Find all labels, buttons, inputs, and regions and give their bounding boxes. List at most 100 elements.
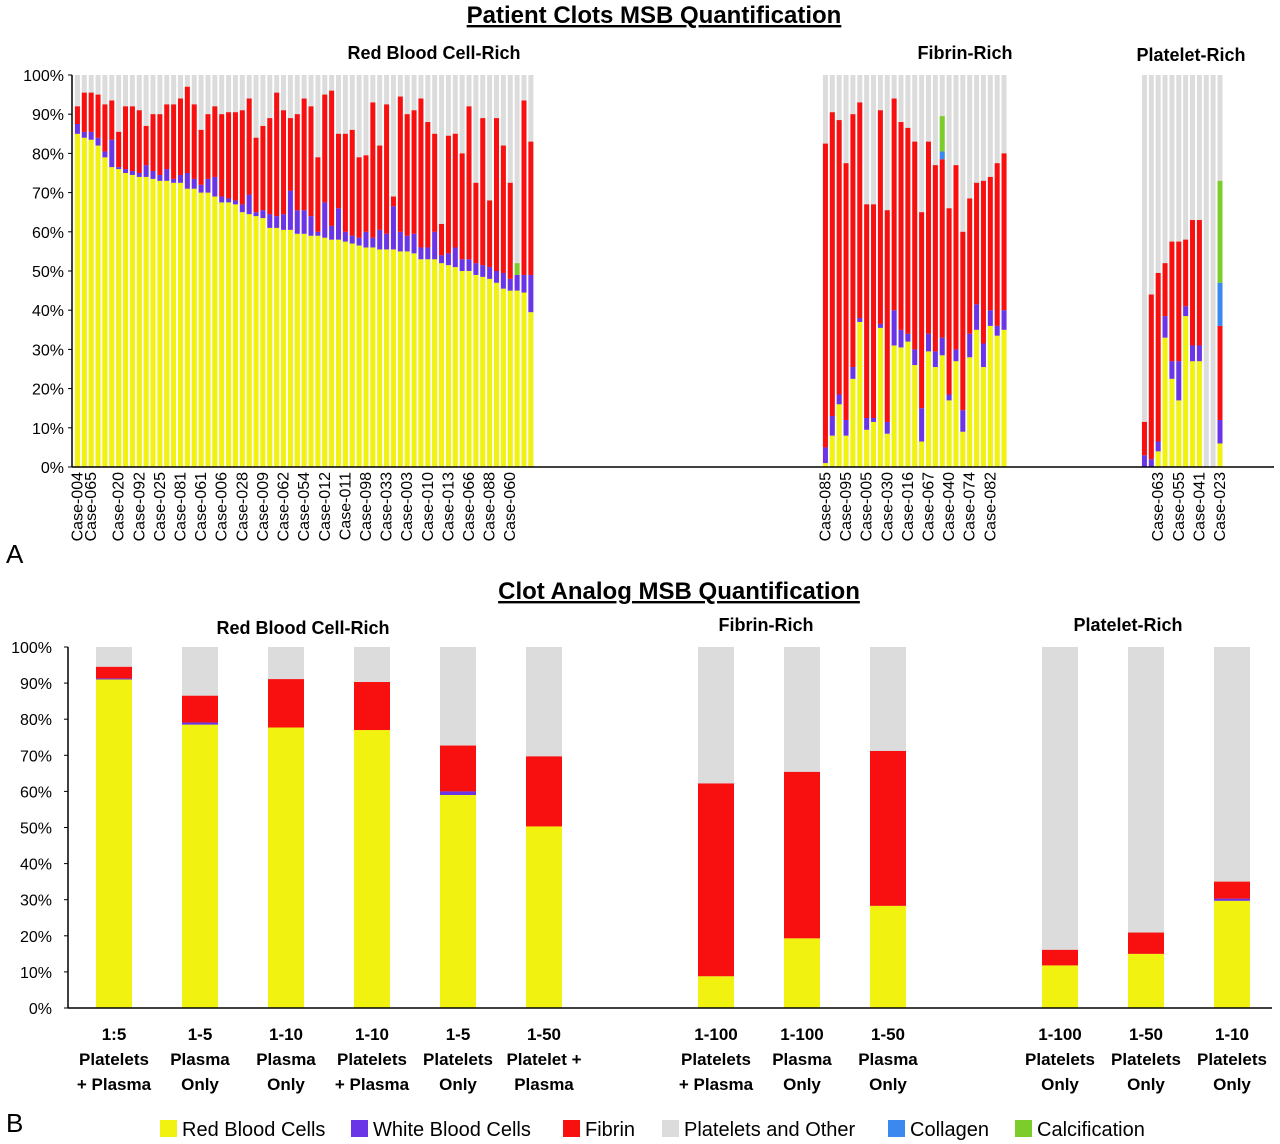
- bar-segment-rbc: [354, 730, 390, 1008]
- bar-segment-wbc: [411, 233, 417, 254]
- bar-segment-fibrin: [267, 118, 273, 215]
- bar-segment-fibrin: [287, 118, 293, 191]
- legend-swatch-wbc: [351, 1120, 368, 1137]
- case-bar: [81, 75, 87, 467]
- bar-segment-rbc: [843, 435, 849, 467]
- bar-segment-wbc: [857, 318, 863, 322]
- bar-segment-platelets: [1203, 75, 1209, 467]
- bar-segment-rbc: [184, 188, 190, 467]
- case-bar: [95, 75, 101, 467]
- case-bar: [116, 75, 122, 467]
- bar-segment-wbc: [294, 210, 300, 234]
- panel-a-x-tick-label: Case-041: [1191, 472, 1208, 541]
- bar-segment-fibrin: [157, 114, 163, 175]
- bar-segment-rbc: [980, 367, 986, 467]
- bar-segment-wbc: [919, 408, 925, 442]
- bar-segment-fibrin: [191, 104, 197, 179]
- case-bar: [129, 75, 135, 467]
- bar-segment-rbc: [205, 192, 211, 467]
- panel-a-x-tick-label: Case-025: [152, 472, 169, 541]
- bar-segment-fibrin: [164, 104, 170, 170]
- bar-segment-wbc: [514, 274, 520, 291]
- panel-a-x-tick-label: Case-061: [193, 472, 210, 541]
- bar-segment-wbc: [184, 173, 190, 189]
- bar-segment-fibrin: [850, 114, 856, 368]
- bar-segment-fibrin: [96, 666, 132, 679]
- panel-a-y-tick-label: 10%: [32, 421, 64, 438]
- bar-segment-wbc: [322, 202, 328, 238]
- bar-segment-rbc: [390, 249, 396, 467]
- case-bar: [301, 75, 307, 467]
- bar-segment-fibrin: [260, 125, 266, 211]
- bar-segment-rbc: [150, 178, 156, 467]
- case-bar: [370, 75, 376, 467]
- bar-segment-wbc: [253, 212, 259, 217]
- bar-segment-rbc: [514, 290, 520, 467]
- case-bar: [898, 75, 904, 467]
- case-bar: [246, 75, 252, 467]
- legend-label-platelets: Platelets and Other: [684, 1119, 856, 1141]
- bar-segment-fibrin: [81, 92, 87, 132]
- bar-segment-rbc: [521, 292, 527, 467]
- bar-segment-wbc: [507, 278, 513, 291]
- bar-segment-wbc: [1214, 898, 1250, 901]
- panel-a-x-tick-label: Case-016: [900, 472, 917, 541]
- bar-segment-fibrin: [268, 679, 304, 728]
- bar-segment-wbc: [150, 171, 156, 179]
- case-bar: [843, 75, 849, 467]
- bar-segment-fibrin: [1155, 272, 1161, 442]
- bar-segment-fibrin: [987, 176, 993, 311]
- bar-segment-wbc: [829, 416, 835, 436]
- bar-segment-rbc: [987, 325, 993, 467]
- bar-segment-rbc: [171, 182, 177, 468]
- bar-segment-fibrin: [397, 96, 403, 232]
- bar-segment-fibrin: [95, 94, 101, 138]
- bar-segment-rbc: [1196, 361, 1202, 467]
- bar-segment-wbc: [1141, 455, 1147, 467]
- case-bar: [164, 75, 170, 467]
- bar-segment-wbc: [987, 310, 993, 326]
- bar-segment-fibrin: [1190, 220, 1196, 346]
- case-bar: [390, 75, 396, 467]
- bar-segment-rbc: [487, 278, 493, 467]
- case-bar: [452, 75, 458, 467]
- panel-b-y-tick-label: 90%: [20, 676, 52, 693]
- case-bar: [960, 75, 966, 467]
- bar-segment-rbc: [232, 204, 238, 468]
- case-bar: [919, 75, 925, 467]
- bar-segment-wbc: [480, 265, 486, 277]
- bar-segment-wbc: [143, 165, 149, 177]
- bar-segment-rbc: [1169, 378, 1175, 467]
- bar-segment-fibrin: [308, 106, 314, 217]
- bar-segment-fibrin: [871, 204, 877, 418]
- case-bar: [925, 75, 931, 467]
- panel-a-letter: A: [6, 539, 24, 569]
- bar-segment-fibrin: [521, 100, 527, 275]
- bar-segment-rbc: [287, 229, 293, 467]
- panel-b-x-tick-label: 1-50 Plasma Only: [858, 1025, 918, 1094]
- bar-segment-rbc: [301, 233, 307, 467]
- bar-segment-rbc: [129, 174, 135, 467]
- case-bar: [102, 75, 108, 467]
- bar-segment-wbc: [335, 208, 341, 240]
- bar-segment-fibrin: [507, 182, 513, 279]
- bar-segment-fibrin: [184, 86, 190, 173]
- case-bar: [432, 75, 438, 467]
- bar-segment-fibrin: [425, 122, 431, 248]
- bar-segment-fibrin: [967, 198, 973, 334]
- case-bar: [987, 75, 993, 467]
- bar-segment-platelets: [1155, 75, 1161, 467]
- bar-segment-rbc: [212, 196, 218, 467]
- panel-a-x-tick-label: Case-023: [1212, 472, 1229, 541]
- bar-segment-rbc: [871, 421, 877, 467]
- bar-segment-wbc: [418, 247, 424, 260]
- bar-segment-rbc: [239, 212, 245, 467]
- bar-segment-rbc: [891, 345, 897, 467]
- bar-segment-fibrin: [994, 163, 1000, 326]
- panel-a-x-tick-label: Case-009: [255, 472, 272, 541]
- bar-segment-fibrin: [150, 114, 156, 172]
- bar-segment-rbc: [507, 290, 513, 467]
- case-bar: [500, 75, 506, 467]
- bar-segment-wbc: [1196, 345, 1202, 362]
- bar-segment-fibrin: [219, 114, 225, 197]
